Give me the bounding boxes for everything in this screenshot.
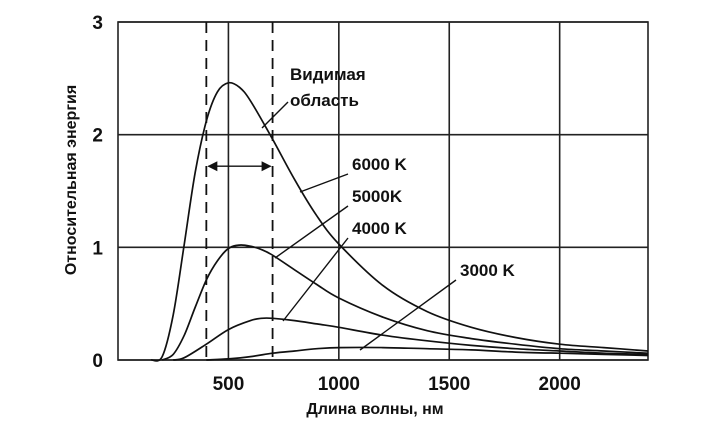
y-axis-label: Относительная энергия (63, 85, 80, 275)
y-tick-label-0: 0 (92, 351, 103, 372)
annotations: 6000 K 5000K 4000 K 3000 K (261, 101, 516, 351)
visible-arrowhead-right (261, 161, 272, 172)
visible-region-label-line2: область (290, 91, 359, 110)
visible-region-label-line1: Видимая (290, 65, 366, 84)
leader-visible-region (261, 101, 289, 129)
tick-labels: 500 1000 1500 2000 0 1 2 3 (92, 13, 580, 395)
curve-label-6000k: 6000 K (352, 155, 408, 174)
x-tick-label-500: 500 (213, 374, 245, 395)
visible-arrowhead-left (207, 161, 218, 172)
y-tick-label-3: 3 (92, 13, 103, 34)
curve-5000k (161, 244, 649, 361)
leader-3000k (359, 279, 457, 351)
y-tick-label-1: 1 (92, 238, 103, 259)
x-tick-label-1000: 1000 (318, 374, 360, 395)
curve-label-3000k: 3000 K (460, 261, 516, 280)
curve-4000k (173, 317, 649, 361)
curve-label-5000k: 5000K (352, 187, 403, 206)
curves (150, 81, 649, 362)
x-axis-label: Длина волны, нм (306, 401, 443, 418)
visible-region-markers (205, 22, 274, 360)
x-tick-label-1500: 1500 (428, 374, 470, 395)
leader-5000k (274, 205, 349, 259)
x-tick-label-2000: 2000 (539, 374, 581, 395)
curve-label-4000k: 4000 K (352, 219, 408, 238)
curve-6000k (150, 81, 649, 362)
curve-3000k (206, 346, 649, 361)
y-tick-label-2: 2 (92, 126, 103, 147)
leader-4000k (282, 237, 349, 322)
leader-6000k (299, 173, 349, 193)
